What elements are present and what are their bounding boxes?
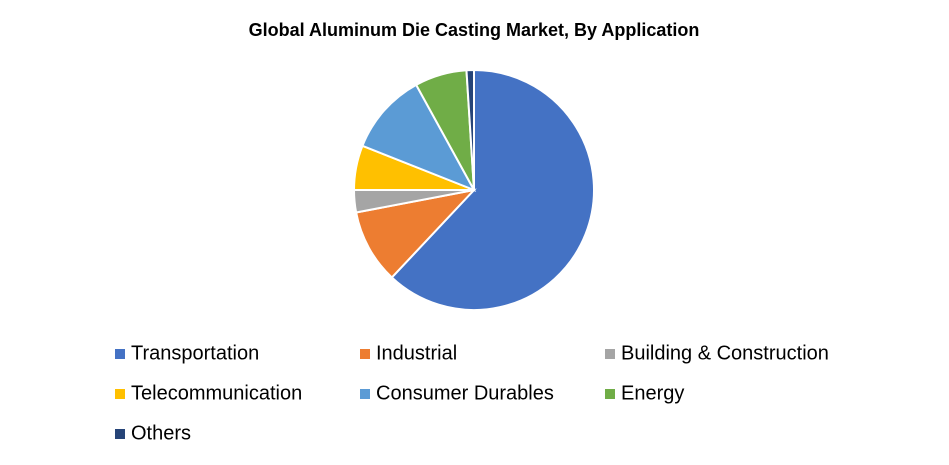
- pie-slice: [390, 68, 595, 311]
- legend-label: Industrial: [376, 342, 457, 364]
- legend-swatch: [360, 389, 370, 399]
- legend-swatch: [605, 349, 615, 359]
- pie-slice: [465, 68, 475, 191]
- legend-label: Others: [131, 422, 191, 444]
- pie-slice: [354, 188, 477, 279]
- pie-slice: [361, 83, 477, 192]
- legend-swatch: [605, 389, 615, 399]
- legend-label: Energy: [621, 382, 684, 404]
- legend-label: Building & Construction: [621, 342, 829, 364]
- legend-swatch: [115, 349, 125, 359]
- legend-label: Transportation: [131, 342, 259, 364]
- chart-title: Global Aluminum Die Casting Market, By A…: [249, 20, 700, 40]
- legend-swatch: [115, 389, 125, 399]
- legend-swatch: [115, 429, 125, 439]
- legend-swatch: [360, 349, 370, 359]
- legend-label: Consumer Durables: [376, 382, 554, 404]
- legend-label: Telecommunication: [131, 382, 302, 404]
